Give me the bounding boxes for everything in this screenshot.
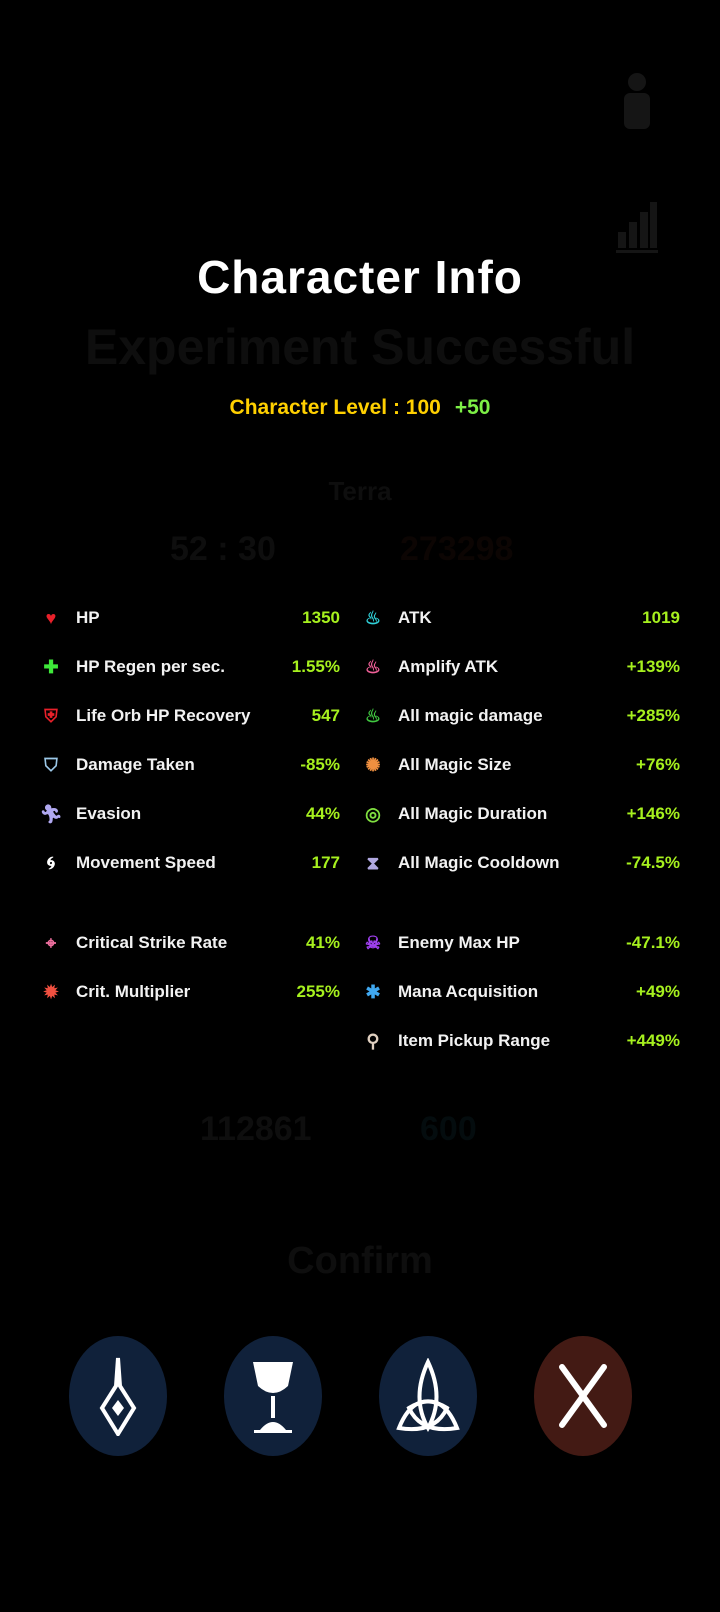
stat-row: ⧗ All Magic Cooldown -74.5% bbox=[362, 850, 680, 876]
triquetra-button[interactable] bbox=[379, 1336, 477, 1456]
stat-row: ⛨ Life Orb HP Recovery 547 bbox=[40, 703, 340, 729]
stat-row: ⚲ Item Pickup Range +449% bbox=[362, 1028, 680, 1054]
character-level: Character Level : 100 +50 bbox=[0, 396, 720, 420]
stat-value: +285% bbox=[626, 706, 680, 725]
life-orb-icon: ⛨ bbox=[44, 705, 58, 726]
bg-score: 273298 bbox=[400, 530, 514, 568]
chalice-icon bbox=[253, 1362, 293, 1433]
swirl-icon: 🌀︎ bbox=[46, 852, 56, 873]
crystal-icon bbox=[99, 1357, 137, 1436]
stat-label: All Magic Duration bbox=[398, 804, 548, 823]
burst-icon: ✹ bbox=[43, 981, 59, 1002]
stat-label: All Magic Size bbox=[398, 755, 512, 774]
stat-label: Damage Taken bbox=[76, 755, 195, 774]
bg-timer: 52 : 30 bbox=[170, 530, 276, 568]
stat-label: Amplify ATK bbox=[398, 657, 499, 676]
stat-value: +49% bbox=[636, 982, 680, 1001]
stat-row: 🌀︎ Movement Speed 177 bbox=[40, 850, 340, 876]
plus-icon: ✚ bbox=[43, 656, 59, 677]
stat-row: ✱ Mana Acquisition +49% bbox=[362, 979, 680, 1005]
stat-value: +76% bbox=[636, 755, 680, 774]
bg-stat-a: 112861 bbox=[200, 1110, 312, 1148]
stat-label: Critical Strike Rate bbox=[76, 933, 228, 952]
stat-row: ✹ Crit. Multiplier 255% bbox=[40, 979, 340, 1005]
stat-row: ☠ Enemy Max HP -47.1% bbox=[362, 930, 680, 956]
mana-icon: ✱ bbox=[365, 981, 381, 1002]
evasion-icon: 🏃︎ bbox=[39, 803, 63, 824]
flame-cyan-icon: ♨ bbox=[364, 607, 382, 628]
stat-row: ♨ All magic damage +285% bbox=[362, 703, 680, 729]
stat-row: ⌖ Critical Strike Rate 41% bbox=[40, 930, 340, 956]
stat-value: 1350 bbox=[302, 608, 340, 627]
page-title: Character Info bbox=[197, 251, 523, 303]
stat-value: -74.5% bbox=[626, 853, 680, 872]
stat-row: ◎ All Magic Duration +146% bbox=[362, 801, 680, 827]
bg-headline: Experiment Successful bbox=[84, 319, 636, 375]
stat-value: -47.1% bbox=[626, 933, 680, 952]
stat-label: All magic damage bbox=[398, 706, 543, 725]
heart-icon: ♥ bbox=[45, 607, 57, 628]
crosshair-icon: ⌖ bbox=[45, 932, 57, 953]
stat-row: ⛉ Damage Taken -85% bbox=[40, 752, 340, 778]
stat-row: ✚ HP Regen per sec. 1.55% bbox=[40, 654, 340, 680]
stat-label: Evasion bbox=[76, 804, 142, 823]
stat-value: 547 bbox=[311, 706, 340, 725]
stat-label: Crit. Multiplier bbox=[76, 982, 191, 1001]
wheel-icon: ✺ bbox=[365, 754, 381, 775]
stat-row: ♨ Amplify ATK +139% bbox=[362, 654, 680, 680]
flame-pink-icon: ♨ bbox=[364, 656, 382, 677]
level-bonus: +50 bbox=[454, 396, 491, 419]
bg-stat-b: 600 bbox=[420, 1110, 477, 1148]
crystal-button[interactable] bbox=[69, 1336, 167, 1456]
stat-label: Mana Acquisition bbox=[398, 982, 539, 1001]
flame-green-icon: ♨ bbox=[364, 705, 382, 726]
stat-row: ♨ ATK 1019 bbox=[362, 605, 680, 631]
triquetra-icon bbox=[396, 1358, 460, 1433]
magnifier-icon: ⚲ bbox=[366, 1030, 380, 1051]
stat-label: ATK bbox=[398, 608, 432, 627]
skull-icon: ☠ bbox=[364, 932, 382, 953]
stat-value: +146% bbox=[626, 804, 680, 823]
stat-value: +449% bbox=[626, 1031, 680, 1050]
close-icon bbox=[559, 1364, 607, 1428]
shield-icon: ⛉ bbox=[44, 754, 58, 775]
stat-value: -85% bbox=[300, 755, 340, 774]
stats-chart-icon[interactable] bbox=[616, 198, 658, 254]
bg-confirm-button: Confirm bbox=[287, 1240, 433, 1282]
stat-label: Movement Speed bbox=[76, 853, 216, 872]
level-label: Character Level : 100 bbox=[229, 396, 441, 419]
stat-label: HP bbox=[76, 608, 100, 627]
stat-value: 44% bbox=[305, 804, 340, 823]
stat-row: 🏃︎ Evasion 44% bbox=[40, 801, 340, 827]
hourglass-icon: ⧗ bbox=[366, 852, 380, 873]
stat-row: ♥ HP 1350 bbox=[40, 605, 340, 631]
stat-value: 1019 bbox=[642, 608, 680, 627]
rings-icon: ◎ bbox=[365, 803, 381, 824]
close-button[interactable] bbox=[534, 1336, 632, 1456]
stat-value: 1.55% bbox=[291, 657, 340, 676]
stat-value: 41% bbox=[305, 933, 340, 952]
bg-character-name: Terra bbox=[328, 476, 392, 506]
chalice-button[interactable] bbox=[224, 1336, 322, 1456]
stat-row: ✺ All Magic Size +76% bbox=[362, 752, 680, 778]
stat-label: Item Pickup Range bbox=[398, 1031, 551, 1050]
stat-label: All Magic Cooldown bbox=[398, 853, 560, 872]
stat-value: 177 bbox=[311, 853, 340, 872]
character-icon[interactable] bbox=[616, 70, 658, 132]
stat-value: 255% bbox=[296, 982, 340, 1001]
stat-label: Enemy Max HP bbox=[398, 933, 520, 952]
stat-label: Life Orb HP Recovery bbox=[76, 706, 251, 725]
stat-value: +139% bbox=[626, 657, 680, 676]
stat-label: HP Regen per sec. bbox=[76, 657, 225, 676]
